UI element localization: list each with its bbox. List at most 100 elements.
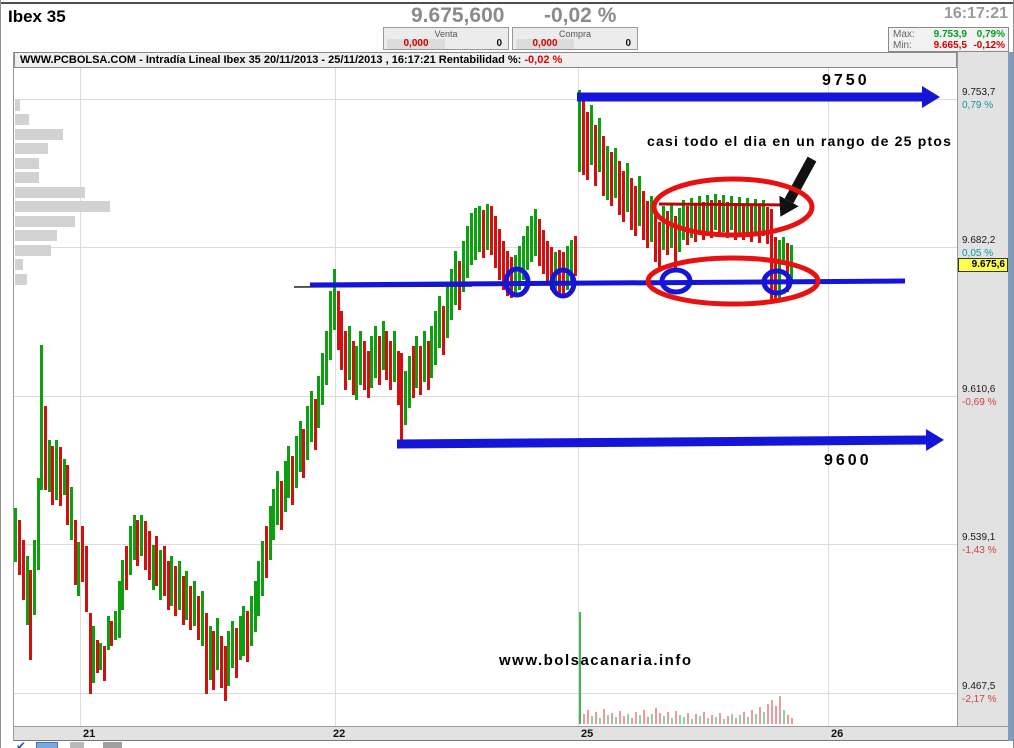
volume-bar	[603, 709, 605, 724]
price-bar	[382, 321, 385, 370]
price-bar	[306, 406, 309, 460]
price-bar	[658, 222, 661, 268]
price-bar	[55, 440, 58, 500]
chart-title-percent: -0,02 %	[524, 54, 563, 66]
price-bar	[63, 459, 66, 495]
price-bar	[622, 171, 625, 222]
volume-bar	[767, 704, 769, 724]
price-bar	[718, 200, 721, 236]
price-bar	[534, 209, 537, 256]
price-bar	[400, 353, 403, 440]
h-gridline	[14, 99, 957, 100]
bottom-gray-button2-icon[interactable]	[103, 742, 122, 748]
price-bar	[254, 581, 257, 632]
price-bar	[494, 216, 497, 268]
price-bar	[121, 560, 124, 610]
bottom-check-icon[interactable]: ✔	[16, 739, 27, 748]
price-bar	[22, 540, 25, 600]
price-bar	[412, 346, 415, 398]
price-bar	[280, 481, 283, 530]
price-bar	[163, 546, 166, 596]
price-bar	[14, 508, 17, 562]
venta-price[interactable]: 0,000	[387, 39, 445, 49]
max-value: 9.753,9	[933, 29, 967, 40]
change-percent: -0,02 %	[544, 4, 617, 27]
price-bar	[518, 246, 521, 290]
compra-quantity: 0	[625, 38, 631, 49]
venta-quote-box[interactable]: Venta 0,000 0	[383, 27, 509, 50]
price-bar	[734, 203, 737, 240]
price-bar	[562, 252, 565, 298]
price-bar	[201, 591, 204, 646]
volume-bar	[667, 712, 669, 724]
price-bar	[209, 626, 212, 680]
price-bar	[152, 545, 155, 590]
price-bar	[415, 336, 418, 388]
price-bar	[89, 613, 92, 694]
price-bar	[140, 515, 143, 556]
price-bar	[167, 561, 170, 610]
price-bar	[758, 206, 761, 243]
price-bar	[340, 311, 343, 370]
price-bar	[317, 376, 320, 428]
price-bar	[92, 626, 95, 683]
volume-bar	[731, 714, 733, 724]
time-axis: 21 22 25 26	[14, 726, 1009, 741]
price-bar	[235, 628, 238, 678]
volume-bar	[631, 718, 633, 724]
volume-bar	[687, 713, 689, 724]
price-bar	[389, 341, 392, 390]
price-bar	[490, 206, 493, 255]
price-bar	[530, 216, 533, 262]
volume-profile-bar	[15, 100, 20, 111]
price-bar	[205, 613, 208, 694]
compra-quote-box[interactable]: Compra 0,000 0	[512, 27, 638, 50]
price-bar	[385, 331, 388, 380]
volume-bar	[723, 719, 725, 724]
volume-bar	[759, 707, 761, 724]
volume-bar	[703, 712, 705, 724]
price-bar	[698, 196, 701, 235]
volume-bar	[579, 612, 581, 724]
compra-price[interactable]: 0,000	[516, 39, 574, 49]
price-bar	[18, 520, 21, 575]
volume-bar	[727, 716, 729, 724]
price-bar	[136, 520, 139, 566]
price-bar	[250, 596, 253, 646]
price-bar	[666, 211, 669, 255]
price-bar	[686, 206, 689, 245]
price-bar	[702, 202, 705, 240]
volume-bar	[587, 710, 589, 724]
price-bar	[81, 526, 84, 582]
price-bar	[550, 247, 553, 290]
bottom-blue-button-icon[interactable]	[36, 742, 58, 748]
instrument-title: Ibex 35	[8, 7, 66, 26]
price-bar	[558, 250, 561, 296]
price-bar	[114, 611, 117, 640]
price-bar	[482, 210, 485, 258]
price-bar	[397, 351, 400, 405]
h-gridline	[14, 396, 957, 397]
bottom-gray-button-icon[interactable]	[70, 742, 84, 748]
price-bar	[434, 311, 437, 365]
min-value: 9.665,5	[933, 40, 967, 51]
day-label: 25	[581, 728, 594, 740]
price-bar	[99, 643, 102, 670]
price-bar	[242, 606, 245, 656]
volume-bar	[747, 717, 749, 724]
price-bar	[570, 240, 573, 282]
volume-bar	[755, 714, 757, 724]
volume-bar	[739, 715, 741, 724]
volume-profile-bar	[15, 114, 29, 125]
volume-bar	[771, 700, 773, 724]
price-bar	[107, 616, 110, 650]
price-bar	[246, 611, 249, 662]
price-bar	[578, 90, 581, 172]
price-bar	[129, 526, 132, 575]
price-bar	[310, 391, 313, 442]
volume-bar	[699, 716, 701, 724]
price-bar	[726, 202, 729, 238]
price-bar	[148, 531, 151, 580]
price-bar	[344, 331, 347, 390]
